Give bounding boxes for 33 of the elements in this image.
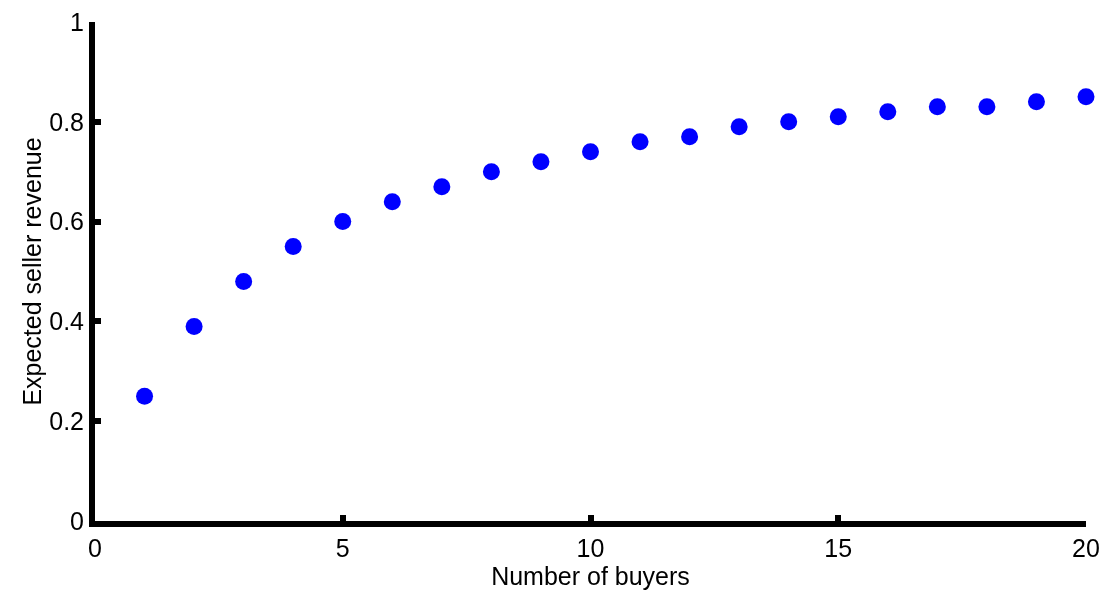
point <box>532 153 550 171</box>
point <box>730 118 748 136</box>
y-tick-label: 1 <box>70 7 84 36</box>
y-tick-label: 0.8 <box>49 107 84 136</box>
point <box>829 108 847 126</box>
x-axis-title: Number of buyers <box>491 562 690 590</box>
y-tick-label: 0.6 <box>49 207 84 236</box>
point <box>928 98 946 116</box>
point <box>582 143 599 161</box>
y-axis-title: Expected seller revenue <box>18 137 47 406</box>
x-tick-label: 0 <box>88 534 102 562</box>
point <box>1027 93 1045 111</box>
y-tick-label: 0.4 <box>49 307 85 336</box>
point <box>433 178 451 196</box>
point <box>1077 88 1095 106</box>
point <box>383 193 401 211</box>
x-tick-label: 15 <box>824 534 853 562</box>
y-tick-label: 0 <box>70 506 84 535</box>
x-tick-label: 5 <box>335 534 350 562</box>
point <box>284 238 302 256</box>
point <box>185 317 203 335</box>
point <box>978 98 996 116</box>
y-tick-label: 0.2 <box>49 406 84 435</box>
x-tick-label: 10 <box>576 534 605 562</box>
point <box>681 128 699 146</box>
point <box>482 163 500 181</box>
point <box>136 387 154 405</box>
point <box>780 113 798 131</box>
point <box>235 272 253 290</box>
x-tick-label: 20 <box>1072 534 1100 562</box>
point <box>879 103 897 121</box>
point <box>334 213 352 231</box>
point <box>631 133 649 151</box>
